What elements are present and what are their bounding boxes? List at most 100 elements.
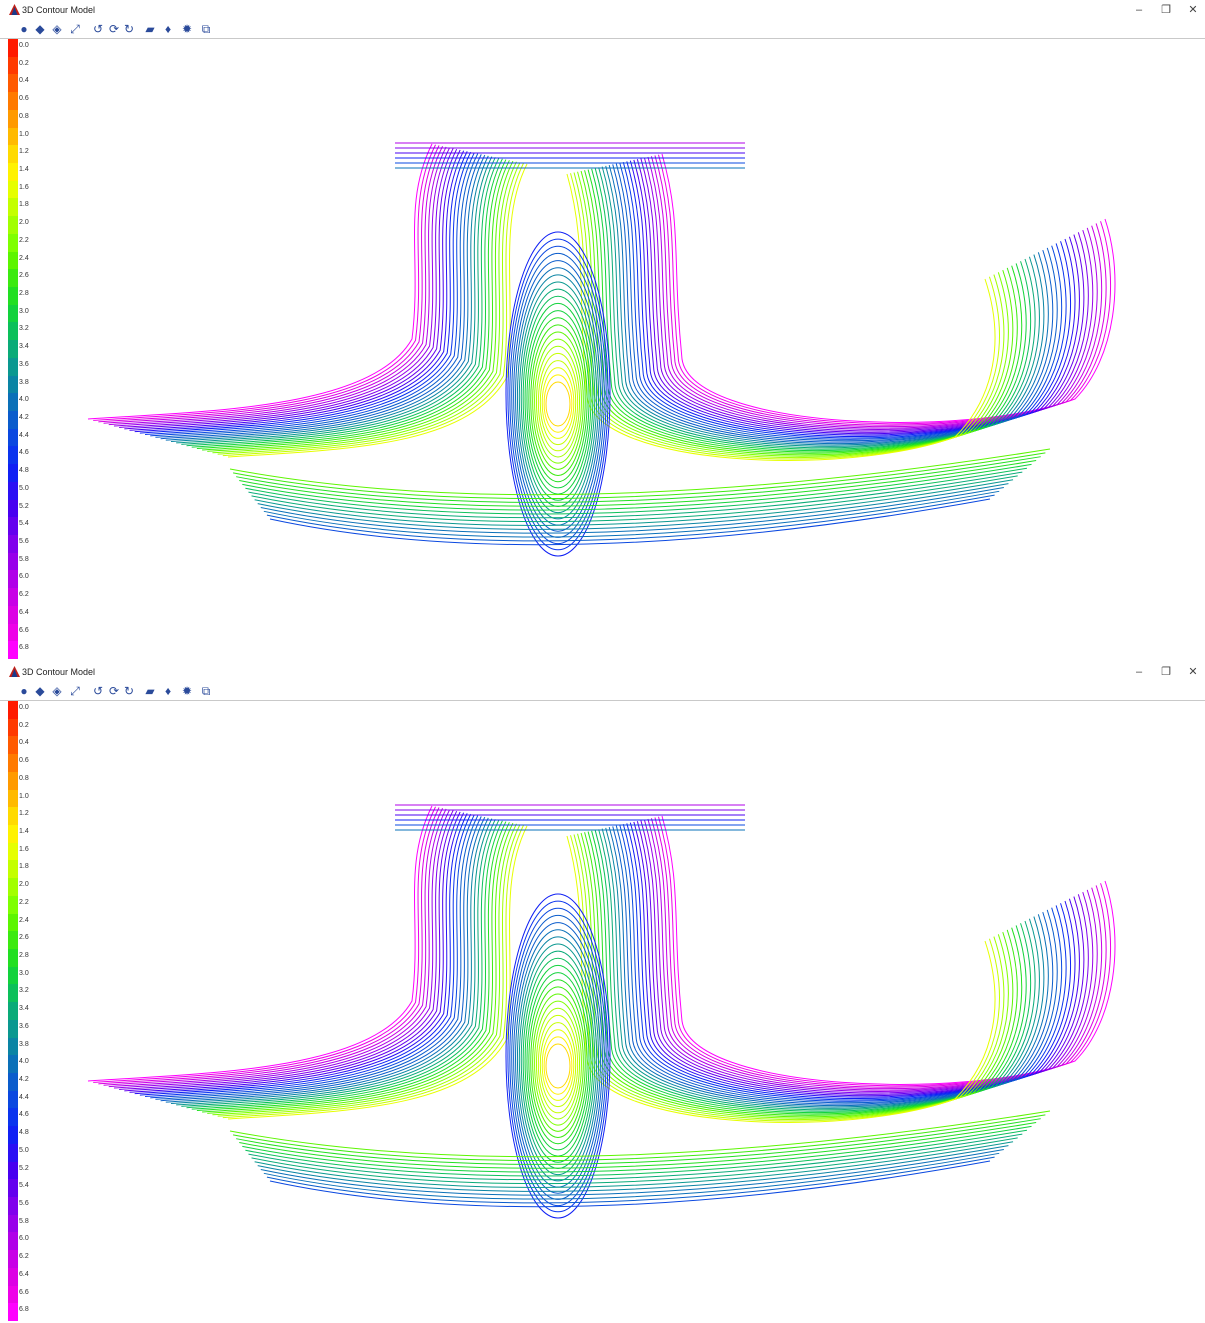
legend-label: 5.2 bbox=[19, 502, 29, 510]
legend-swatch bbox=[8, 269, 18, 288]
layers-icon[interactable]: ◈ bbox=[52, 684, 62, 698]
legend-label: 1.2 bbox=[19, 148, 29, 156]
contour-plot[interactable] bbox=[50, 39, 1200, 659]
contour-fan-line bbox=[248, 471, 1023, 519]
legend-label: 3.2 bbox=[19, 987, 29, 995]
contour-line bbox=[191, 158, 1027, 451]
contour-fan-line bbox=[236, 456, 1041, 503]
legend-label: 5.8 bbox=[19, 1217, 29, 1225]
light-icon[interactable]: ✹ bbox=[181, 684, 193, 698]
contour-line bbox=[150, 814, 1063, 1102]
contour-fan-line bbox=[251, 475, 1018, 523]
contour-ring bbox=[532, 331, 584, 470]
contour-line bbox=[113, 809, 1094, 1092]
legend-swatch bbox=[8, 109, 18, 129]
legend-label: 6.8 bbox=[19, 644, 29, 652]
legend-swatch bbox=[8, 198, 18, 217]
contour-ring bbox=[541, 1029, 575, 1101]
sphere-icon[interactable]: ● bbox=[20, 22, 28, 36]
contour-fan-line bbox=[242, 1125, 1032, 1173]
window-icon[interactable]: ⧉ bbox=[201, 684, 211, 698]
legend-label: 4.2 bbox=[19, 414, 29, 421]
contour-line bbox=[196, 821, 1023, 1115]
rotate-z-icon[interactable]: ↻ bbox=[123, 22, 135, 36]
legend-swatch bbox=[8, 860, 18, 879]
contour-line bbox=[202, 822, 1018, 1116]
legend-swatch bbox=[8, 842, 18, 861]
legend-swatch bbox=[8, 736, 18, 755]
contour-fan-line bbox=[254, 1141, 1014, 1188]
window-2: 3D Contour Model – ❐ ✕ ● ◆ ◈ ⤢ ↺ ⟳ ↻ ▰ ♦ ✹ ⧉ 0.0 0.2 0… bbox=[0, 662, 1205, 1323]
restore-button[interactable]: ❐ bbox=[1161, 4, 1171, 16]
legend-swatch bbox=[8, 825, 18, 844]
contour-fan-line bbox=[260, 1148, 1004, 1196]
legend-label: 3.6 bbox=[19, 1022, 29, 1030]
contour-ring bbox=[543, 1036, 573, 1095]
legend-label: 6.4 bbox=[19, 608, 29, 616]
contour-line bbox=[145, 151, 1067, 439]
contour-line bbox=[170, 155, 1045, 446]
legend-swatch bbox=[8, 393, 18, 412]
minimize-button[interactable]: – bbox=[1135, 4, 1143, 16]
legend-swatch bbox=[8, 966, 18, 985]
surface-icon[interactable]: ▰ bbox=[145, 22, 155, 36]
light-icon[interactable]: ✹ bbox=[181, 22, 193, 36]
rotate-y-icon[interactable]: ⟳ bbox=[108, 22, 120, 36]
contour-line bbox=[108, 146, 1098, 429]
contour-ring bbox=[545, 1043, 571, 1089]
legend-label: 1.8 bbox=[19, 863, 29, 871]
fit-extents-icon[interactable]: ⤢ bbox=[70, 22, 80, 36]
rotate-y-icon[interactable]: ⟳ bbox=[108, 684, 120, 698]
contour-fan-line bbox=[260, 486, 1004, 534]
close-button[interactable]: ✕ bbox=[1188, 4, 1198, 16]
window-1: 3D Contour Model – ❐ ✕ ● ◆ ◈ ⤢ ↺ ⟳ ↻ ▰ ♦ ✹ ⧉ 0.0 0.2 0… bbox=[0, 0, 1205, 661]
legend-label: 6.0 bbox=[19, 1235, 29, 1243]
fit-extents-icon[interactable]: ⤢ bbox=[70, 684, 80, 698]
layers-icon[interactable]: ◈ bbox=[52, 22, 62, 36]
surface-icon[interactable]: ▰ bbox=[145, 684, 155, 698]
color-scale-legend: 0.0 0.2 0.4 0.6 0.8 1.0 1.2 1.4 1.6 1.8 2.0 2.2 2.4 2… bbox=[8, 701, 48, 1322]
contour-line bbox=[186, 819, 1032, 1112]
contour-line bbox=[139, 151, 1072, 437]
rotate-x-icon[interactable]: ↺ bbox=[92, 684, 104, 698]
rotate-x-icon[interactable]: ↺ bbox=[92, 22, 104, 36]
shaded-icon[interactable]: ◆ bbox=[35, 22, 45, 36]
window-icon[interactable]: ⧉ bbox=[201, 22, 211, 36]
contour-line bbox=[181, 819, 1036, 1111]
contour-fan-line bbox=[263, 1152, 1000, 1200]
contour-ring bbox=[534, 1000, 582, 1126]
contour-ring bbox=[528, 317, 588, 483]
contour-ring bbox=[507, 238, 609, 551]
legend-label: 2.6 bbox=[19, 934, 29, 942]
legend-swatch bbox=[8, 588, 18, 607]
title-bar[interactable]: 3D Contour Model – ❐ ✕ bbox=[0, 0, 1205, 20]
rotate-z-icon[interactable]: ↻ bbox=[123, 684, 135, 698]
contour-line bbox=[165, 816, 1049, 1106]
close-button[interactable]: ✕ bbox=[1188, 666, 1198, 678]
legend-label: 0.0 bbox=[19, 42, 29, 49]
shaded-icon[interactable]: ◆ bbox=[35, 684, 45, 698]
sphere-icon[interactable]: ● bbox=[20, 684, 28, 698]
marker-icon[interactable]: ♦ bbox=[164, 684, 172, 698]
legend-swatch bbox=[8, 1303, 18, 1322]
legend-swatch bbox=[8, 641, 18, 660]
contour-plot[interactable] bbox=[50, 701, 1200, 1321]
contour-ring bbox=[530, 986, 586, 1139]
legend-swatch bbox=[8, 1232, 18, 1251]
title-bar[interactable]: 3D Contour Model – ❐ ✕ bbox=[0, 662, 1205, 682]
contour-line bbox=[87, 805, 1116, 1085]
contour-ring bbox=[509, 907, 607, 1207]
legend-swatch bbox=[8, 446, 18, 465]
legend-swatch bbox=[8, 428, 18, 447]
minimize-button[interactable]: – bbox=[1135, 666, 1143, 678]
restore-button[interactable]: ❐ bbox=[1161, 666, 1171, 678]
contour-fan-line bbox=[263, 490, 1000, 538]
legend-label: 5.4 bbox=[19, 520, 29, 528]
legend-label: 6.2 bbox=[19, 591, 29, 599]
legend-swatch bbox=[8, 1055, 18, 1074]
legend-swatch bbox=[8, 605, 18, 625]
legend-label: 1.6 bbox=[19, 183, 29, 191]
legend-label: 6.2 bbox=[19, 1253, 29, 1261]
marker-icon[interactable]: ♦ bbox=[164, 22, 172, 36]
contour-line bbox=[129, 811, 1080, 1097]
